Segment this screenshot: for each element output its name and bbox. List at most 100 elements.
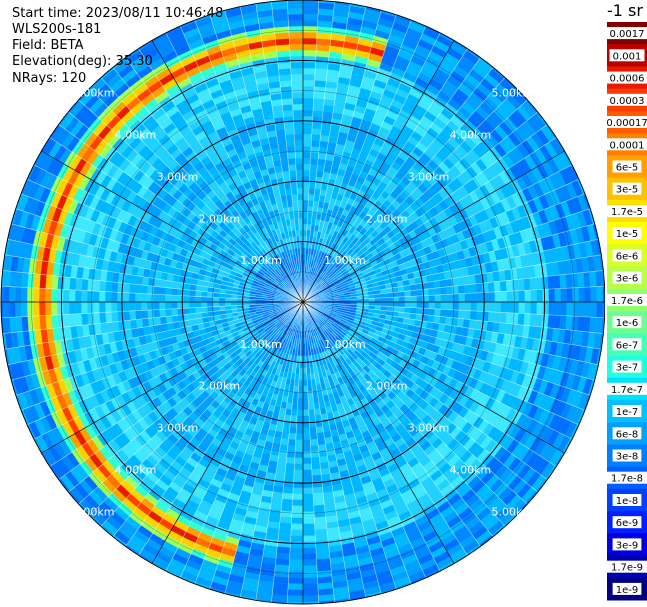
range-bin xyxy=(165,315,173,324)
range-bin xyxy=(302,133,312,141)
range-bin xyxy=(212,301,220,307)
range-bin xyxy=(302,427,311,435)
range-bin xyxy=(316,426,324,434)
range-bin xyxy=(434,294,442,303)
range-bin xyxy=(404,307,412,314)
range-bin xyxy=(302,1,319,9)
range-bin xyxy=(416,301,424,309)
range-bin xyxy=(434,287,441,296)
range-bin xyxy=(311,140,321,148)
range-bin xyxy=(493,311,501,323)
range-bin xyxy=(434,308,441,317)
range-bin xyxy=(182,295,190,303)
range-bin xyxy=(135,310,143,320)
range-bin xyxy=(311,128,322,136)
range-bin xyxy=(317,152,327,160)
range-bin xyxy=(302,139,312,147)
range-bin xyxy=(302,445,312,453)
range-bin xyxy=(308,409,316,416)
range-bin xyxy=(316,558,331,566)
range-bin xyxy=(446,309,453,318)
range-bin xyxy=(309,427,317,434)
range-bin xyxy=(315,540,329,548)
range-bin xyxy=(524,289,532,303)
range-bin xyxy=(446,301,454,311)
range-bin xyxy=(44,288,52,303)
range-bin xyxy=(297,397,304,405)
range-bin xyxy=(302,547,317,555)
range-bin xyxy=(487,311,495,323)
range-bin xyxy=(50,301,58,316)
range-bin xyxy=(584,301,592,318)
range-bin xyxy=(128,292,136,303)
range-bin xyxy=(295,427,304,435)
range-bin xyxy=(500,301,508,313)
range-bin xyxy=(536,301,544,315)
range-bin xyxy=(80,301,88,314)
range-bin xyxy=(170,294,178,303)
range-bin xyxy=(153,309,160,318)
range-bin xyxy=(81,313,89,326)
range-bin xyxy=(313,510,326,518)
range-bin xyxy=(313,92,326,100)
range-bin xyxy=(291,511,304,519)
range-bin xyxy=(302,565,318,573)
range-bin xyxy=(548,288,556,303)
range-bin xyxy=(275,552,290,560)
range-bin xyxy=(282,486,294,494)
range-bin xyxy=(165,308,172,317)
range-bin xyxy=(584,286,592,303)
range-bin xyxy=(45,315,53,330)
range-bin xyxy=(38,301,46,316)
range-bin xyxy=(310,158,319,165)
range-bin xyxy=(566,301,574,317)
range-bin xyxy=(141,310,149,320)
range-bin xyxy=(294,463,304,471)
range-bin xyxy=(134,301,142,311)
range-bin xyxy=(578,301,586,317)
range-bin xyxy=(104,291,112,303)
range-bin xyxy=(285,456,295,464)
range-bin xyxy=(309,433,318,440)
range-bin xyxy=(302,103,314,111)
range-bin xyxy=(284,474,295,482)
range-bin xyxy=(92,301,100,314)
range-bin xyxy=(312,110,324,118)
range-bin xyxy=(302,577,318,585)
range-bin xyxy=(289,547,304,555)
range-bin xyxy=(280,504,293,512)
range-bin xyxy=(20,301,28,317)
range-bin xyxy=(302,61,316,69)
range-bin xyxy=(93,312,101,325)
range-bin xyxy=(302,157,311,165)
range-bin xyxy=(38,288,46,303)
range-bin xyxy=(578,287,586,303)
range-bin xyxy=(541,276,549,290)
range-bin xyxy=(458,293,466,303)
range-bin xyxy=(316,164,325,172)
range-bin xyxy=(45,274,53,289)
range-bin xyxy=(69,313,77,327)
range-bin xyxy=(171,281,179,289)
range-bin xyxy=(488,301,496,313)
range-bin xyxy=(8,286,16,303)
range-bin xyxy=(183,289,190,297)
range-bin xyxy=(517,313,525,326)
range-bin xyxy=(511,279,519,292)
range-bin xyxy=(189,307,196,315)
range-bin xyxy=(445,316,453,326)
range-bin xyxy=(135,284,143,294)
range-bin xyxy=(87,312,95,325)
range-bin xyxy=(123,283,131,294)
range-bin xyxy=(518,290,526,303)
range-bin xyxy=(279,522,292,530)
range-bin xyxy=(493,281,501,293)
range-bin xyxy=(315,534,329,542)
range-bin xyxy=(310,152,319,159)
range-bin xyxy=(302,91,315,99)
range-bin xyxy=(309,164,318,171)
range-bin xyxy=(311,456,321,464)
range-bin xyxy=(524,301,532,315)
range-bin xyxy=(279,444,289,452)
range-bin xyxy=(171,308,178,316)
